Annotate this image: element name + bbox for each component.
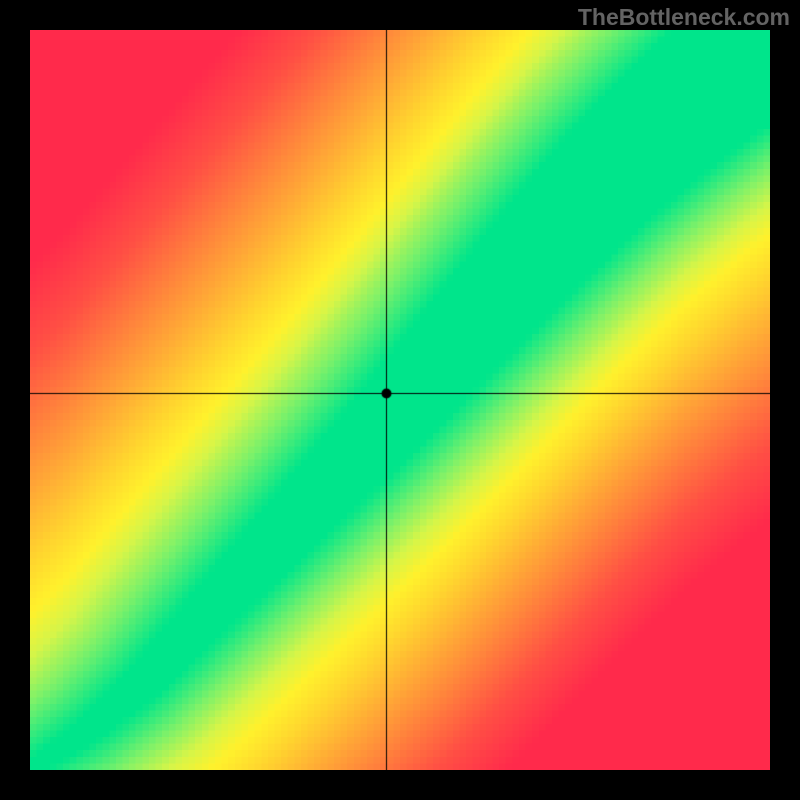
chart-frame: TheBottleneck.com bbox=[0, 0, 800, 800]
crosshair-overlay bbox=[30, 30, 770, 770]
watermark-text: TheBottleneck.com bbox=[578, 4, 790, 31]
